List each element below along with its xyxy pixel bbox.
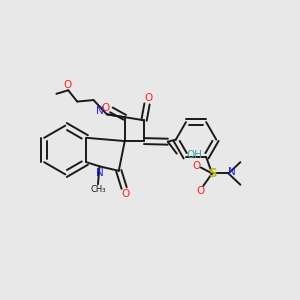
Text: OH: OH bbox=[186, 150, 202, 160]
Text: CH₃: CH₃ bbox=[90, 185, 106, 194]
Text: O: O bbox=[121, 189, 129, 199]
Text: N: N bbox=[228, 167, 235, 177]
Text: N: N bbox=[96, 168, 103, 178]
Text: O: O bbox=[101, 103, 110, 113]
Text: O: O bbox=[192, 161, 200, 171]
Text: O: O bbox=[144, 93, 153, 103]
Text: N: N bbox=[96, 106, 104, 116]
Text: S: S bbox=[208, 167, 216, 180]
Text: O: O bbox=[196, 186, 204, 196]
Text: O: O bbox=[63, 80, 71, 90]
